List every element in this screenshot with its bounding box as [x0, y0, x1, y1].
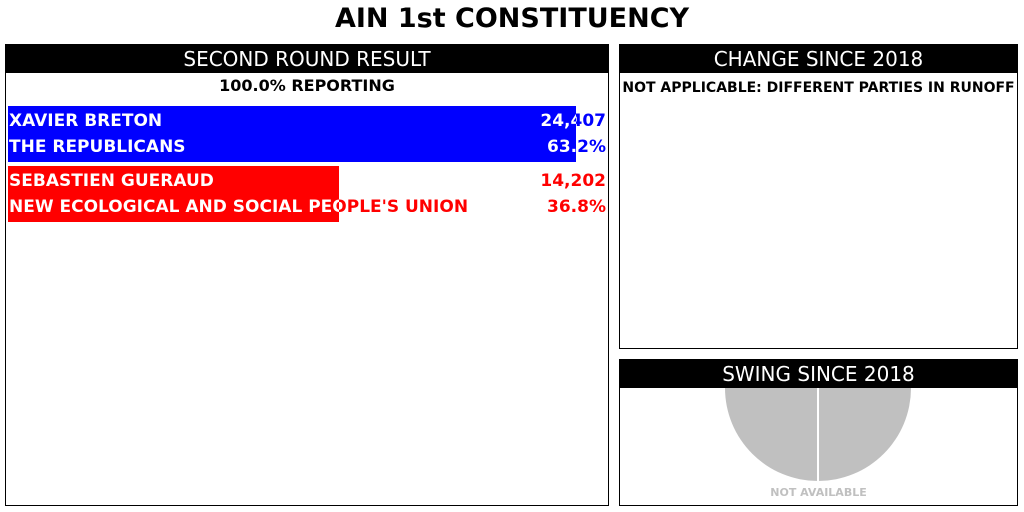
candidate-labels: SEBASTIEN GUERAUD NEW ECOLOGICAL AND SOC…	[9, 168, 468, 220]
swing-header: SWING SINCE 2018	[620, 360, 1017, 388]
change-panel: CHANGE SINCE 2018 NOT APPLICABLE: DIFFER…	[619, 44, 1018, 349]
candidate-party: THE REPUBLICANS	[9, 137, 186, 157]
candidate-values: 24,407 63.2%	[540, 108, 606, 160]
results-header: SECOND ROUND RESULT	[6, 45, 608, 73]
swing-panel: SWING SINCE 2018 NOT AVAILABLE	[619, 359, 1018, 506]
candidate-name: XAVIER BRETON	[9, 111, 163, 131]
candidate-bar	[8, 166, 339, 222]
candidate-labels: XAVIER BRETON THE REPUBLICANS	[9, 108, 186, 160]
candidate-party: NEW ECOLOGICAL AND SOCIAL PEOPLE'S UNION	[9, 197, 469, 217]
candidate-percent: 63.2%	[547, 137, 606, 157]
change-note: NOT APPLICABLE: DIFFERENT PARTIES IN RUN…	[622, 80, 1015, 96]
swing-pie	[725, 388, 911, 481]
candidate-votes: 24,407	[540, 111, 606, 131]
candidate-bar	[8, 106, 576, 162]
change-header: CHANGE SINCE 2018	[620, 45, 1017, 73]
reporting-status: 100.0% REPORTING	[219, 76, 395, 95]
swing-status: NOT AVAILABLE	[770, 486, 867, 499]
candidate-percent: 36.8%	[547, 197, 606, 217]
results-panel: SECOND ROUND RESULT 100.0% REPORTING XAV…	[5, 44, 609, 506]
candidate-name: SEBASTIEN GUERAUD	[9, 171, 214, 191]
page-title: AIN 1st CONSTITUENCY	[334, 3, 690, 34]
candidate-row-gueraud: SEBASTIEN GUERAUD NEW ECOLOGICAL AND SOC…	[8, 166, 606, 222]
candidate-row-breton: XAVIER BRETON THE REPUBLICANS 24,407 63.…	[8, 106, 606, 162]
candidate-votes: 14,202	[540, 171, 606, 191]
candidate-values: 14,202 36.8%	[540, 168, 606, 220]
